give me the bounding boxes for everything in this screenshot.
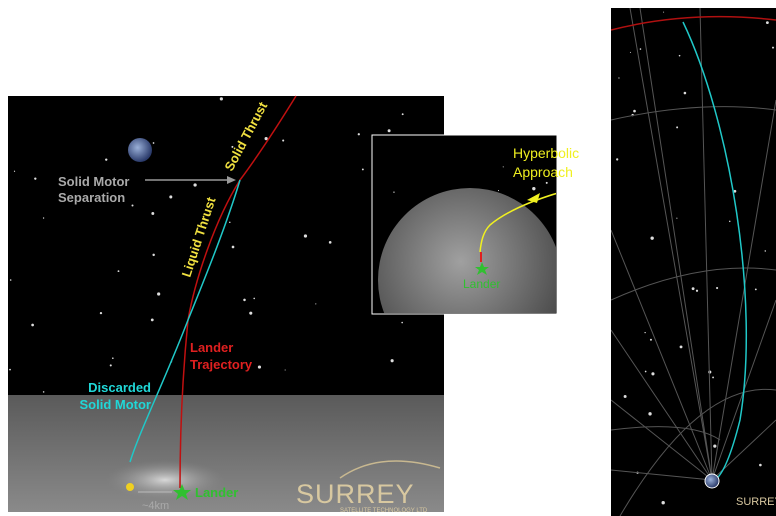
star	[304, 234, 307, 237]
star	[766, 21, 769, 24]
star	[31, 324, 34, 327]
star	[43, 391, 45, 393]
star	[498, 190, 499, 191]
star	[676, 126, 678, 128]
star	[362, 168, 364, 170]
star	[151, 212, 154, 215]
star	[729, 221, 730, 222]
star	[650, 236, 653, 239]
star	[684, 92, 687, 95]
trajectory-label: Trajectory	[190, 357, 253, 372]
star	[315, 303, 316, 304]
star	[532, 187, 535, 190]
lander-label: Lander	[463, 277, 500, 291]
star	[630, 52, 631, 53]
star	[258, 365, 261, 368]
star	[132, 205, 134, 207]
star	[661, 501, 664, 504]
star	[169, 195, 172, 198]
star	[43, 217, 44, 218]
star	[645, 371, 647, 373]
star	[716, 287, 718, 289]
star	[229, 222, 230, 223]
logo: SURREY	[736, 496, 776, 508]
sky	[611, 8, 776, 516]
discarded-label: Discarded	[88, 380, 151, 395]
star	[391, 359, 394, 362]
star	[676, 218, 677, 219]
star	[151, 318, 154, 321]
star	[220, 97, 223, 100]
star	[100, 312, 102, 314]
star	[663, 12, 664, 13]
star	[329, 241, 332, 244]
star	[633, 110, 636, 113]
star	[616, 158, 618, 160]
star	[648, 412, 651, 415]
star	[546, 182, 548, 184]
star	[712, 377, 714, 379]
star	[618, 77, 619, 78]
star	[680, 345, 683, 348]
star	[112, 357, 114, 359]
separation-label: Separation	[58, 190, 125, 205]
star	[644, 332, 645, 333]
star	[282, 140, 284, 142]
trajectory-label: Lander	[190, 340, 233, 355]
approach-label: Approach	[513, 164, 573, 180]
star	[118, 270, 120, 272]
separation-label: Solid Motor	[58, 174, 130, 189]
star	[503, 166, 504, 167]
motor-impact	[126, 483, 134, 491]
star	[696, 290, 698, 292]
star	[713, 444, 716, 447]
right-panel: SURREY	[611, 8, 776, 516]
logo: SURREY	[296, 479, 415, 509]
star	[253, 298, 255, 300]
distance-label: ~4km	[142, 500, 169, 512]
star	[765, 250, 766, 251]
star	[14, 171, 15, 172]
approach-label: Hyperbolic	[513, 145, 579, 161]
star	[110, 364, 112, 366]
star	[402, 113, 404, 115]
star	[651, 372, 654, 375]
star	[755, 288, 757, 290]
star	[243, 299, 246, 302]
logo-subtitle: SATELLITE TECHNOLOGY LTD	[340, 508, 428, 514]
star	[157, 292, 160, 295]
star	[388, 129, 391, 132]
star	[193, 183, 196, 186]
star	[393, 191, 394, 192]
star	[285, 369, 286, 370]
star	[650, 339, 652, 341]
star	[772, 47, 774, 49]
star	[640, 48, 642, 50]
figure: Solid Thrust Liquid Thrust Solid Motor S…	[0, 0, 776, 516]
star	[105, 158, 107, 160]
star	[10, 279, 12, 281]
star	[624, 395, 627, 398]
star	[34, 178, 36, 180]
star	[401, 322, 403, 324]
star	[152, 254, 154, 256]
star	[232, 246, 235, 249]
lander-label: Lander	[195, 485, 238, 500]
star	[249, 312, 252, 315]
star	[692, 287, 695, 290]
star	[9, 369, 11, 371]
earth	[128, 138, 152, 162]
earth	[705, 474, 719, 488]
star	[759, 464, 762, 467]
star	[679, 55, 681, 57]
star	[153, 142, 155, 144]
star	[358, 133, 360, 135]
discarded-label: Solid Motor	[80, 397, 152, 412]
